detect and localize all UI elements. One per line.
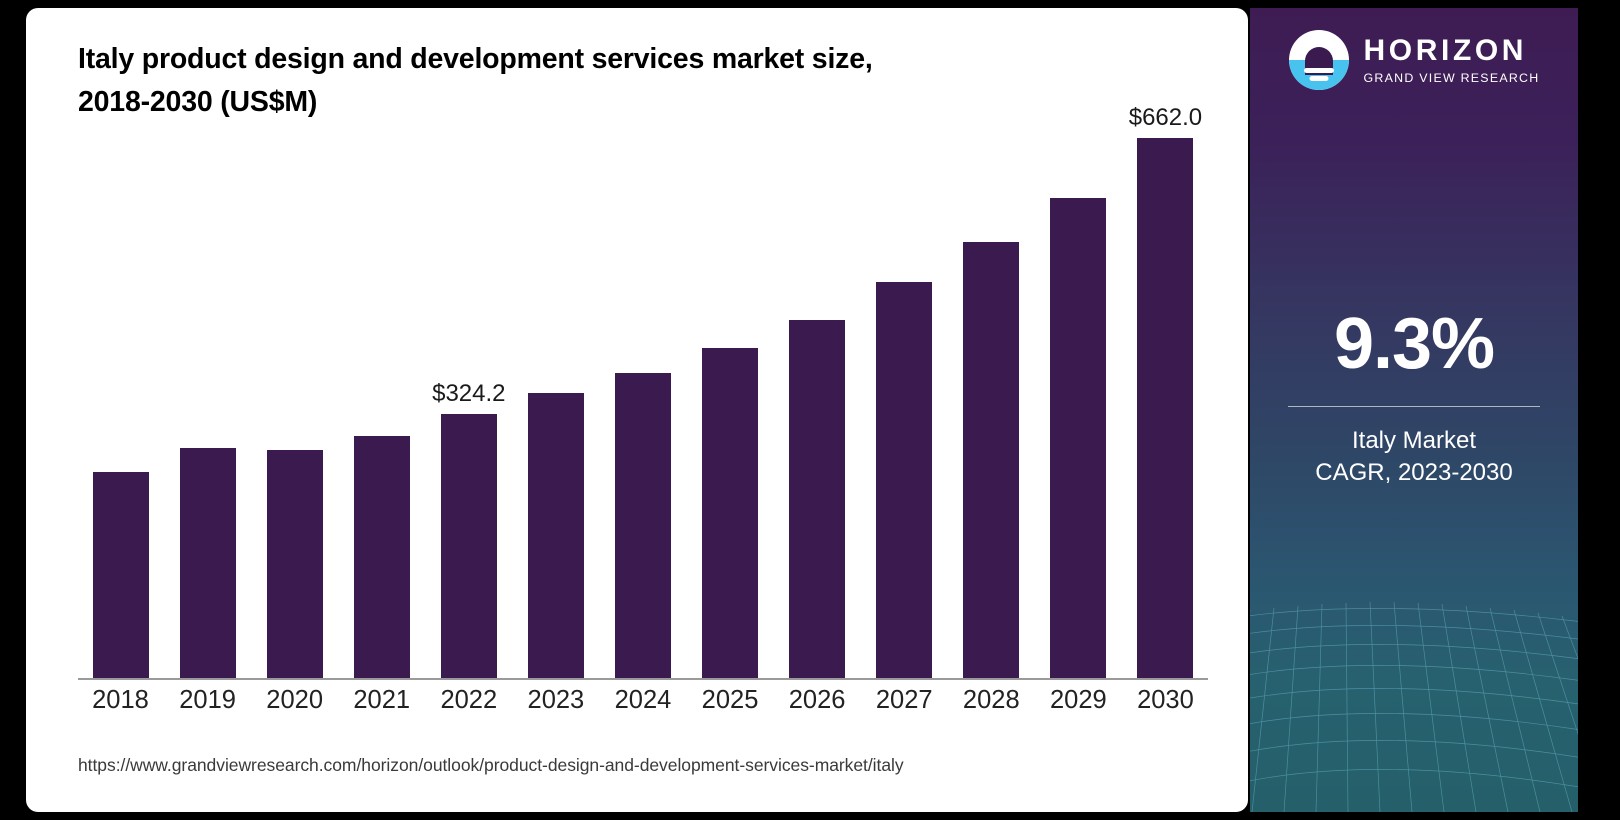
bar-slot <box>688 112 773 678</box>
cagr-divider <box>1288 406 1540 407</box>
x-axis-tick: 2026 <box>788 686 846 714</box>
horizon-sunset-logo-icon <box>1288 30 1349 90</box>
bar-value-label: $662.0 <box>1128 104 1203 131</box>
brand-side-panel: HORIZON GRAND VIEW RESEARCH 9.3% Italy M… <box>1250 8 1578 812</box>
bar-series: $324.2 $662.0 <box>78 104 1208 678</box>
bar-slot <box>1036 112 1121 678</box>
x-axis-tick: 2030 <box>1137 686 1194 714</box>
bar[interactable] <box>353 435 410 678</box>
bar[interactable] <box>614 372 671 678</box>
bar-slot <box>513 112 598 678</box>
x-axis-tick: 2022 <box>440 686 498 714</box>
chart-title: Italy product design and development ser… <box>78 43 873 119</box>
bar[interactable] <box>440 413 497 678</box>
cagr-block: 9.3% Italy Market CAGR, 2023-2030 <box>1250 308 1578 488</box>
x-axis-line <box>78 678 1208 680</box>
bar-slot: $662.0 <box>1123 104 1208 678</box>
brand-lockup: HORIZON GRAND VIEW RESEARCH <box>1250 30 1578 90</box>
bar-slot <box>949 112 1034 678</box>
x-axis-tick-labels: 2018 2019 2020 2021 2022 2023 2024 2025 2026 2027… <box>78 686 1208 715</box>
brand-text: HORIZON GRAND VIEW RESEARCH <box>1363 33 1540 85</box>
chart-card: Italy product design and development ser… <box>26 8 1248 812</box>
source-url[interactable]: https://www.grandviewresearch.com/horizo… <box>78 755 904 775</box>
bar-slot <box>252 112 337 678</box>
x-axis-tick: 2023 <box>527 686 585 714</box>
wireframe-grid-decoration <box>1250 601 1578 812</box>
bar[interactable] <box>179 447 236 678</box>
x-axis-tick: 2024 <box>614 686 672 714</box>
x-axis-tick: 2018 <box>92 686 149 714</box>
bar-slot <box>600 112 685 678</box>
x-axis-tick: 2028 <box>962 686 1020 714</box>
brand-name: HORIZON <box>1363 33 1528 67</box>
bar[interactable] <box>789 319 846 678</box>
bar-slot <box>78 112 163 678</box>
x-axis-tick: 2027 <box>875 686 933 714</box>
bar-value-label: $324.2 <box>432 379 506 407</box>
x-axis-tick: 2020 <box>266 686 324 714</box>
bar[interactable] <box>1050 197 1107 678</box>
bar-slot <box>165 112 250 678</box>
bar[interactable] <box>963 241 1020 678</box>
bar[interactable] <box>876 282 933 678</box>
cagr-caption: Italy Market CAGR, 2023-2030 <box>1315 427 1513 486</box>
x-axis-tick: 2025 <box>701 686 759 714</box>
bar[interactable] <box>92 471 149 678</box>
cagr-value: 9.3% <box>1333 304 1495 384</box>
x-axis-tick: 2029 <box>1049 686 1107 714</box>
bar-slot: $324.2 <box>426 112 511 678</box>
brand-subtitle: GRAND VIEW RESEARCH <box>1363 70 1540 85</box>
logo-bar-upper <box>1303 67 1334 73</box>
bar[interactable] <box>266 449 323 678</box>
bar-slot <box>862 112 947 678</box>
x-axis-tick: 2021 <box>353 686 411 714</box>
bar[interactable] <box>527 392 584 678</box>
x-axis-tick: 2019 <box>179 686 236 714</box>
bar[interactable] <box>1137 138 1194 678</box>
bar-slot <box>775 112 860 678</box>
logo-bar-lower <box>1309 75 1329 81</box>
bar[interactable] <box>702 347 759 678</box>
bar-slot <box>339 112 424 678</box>
